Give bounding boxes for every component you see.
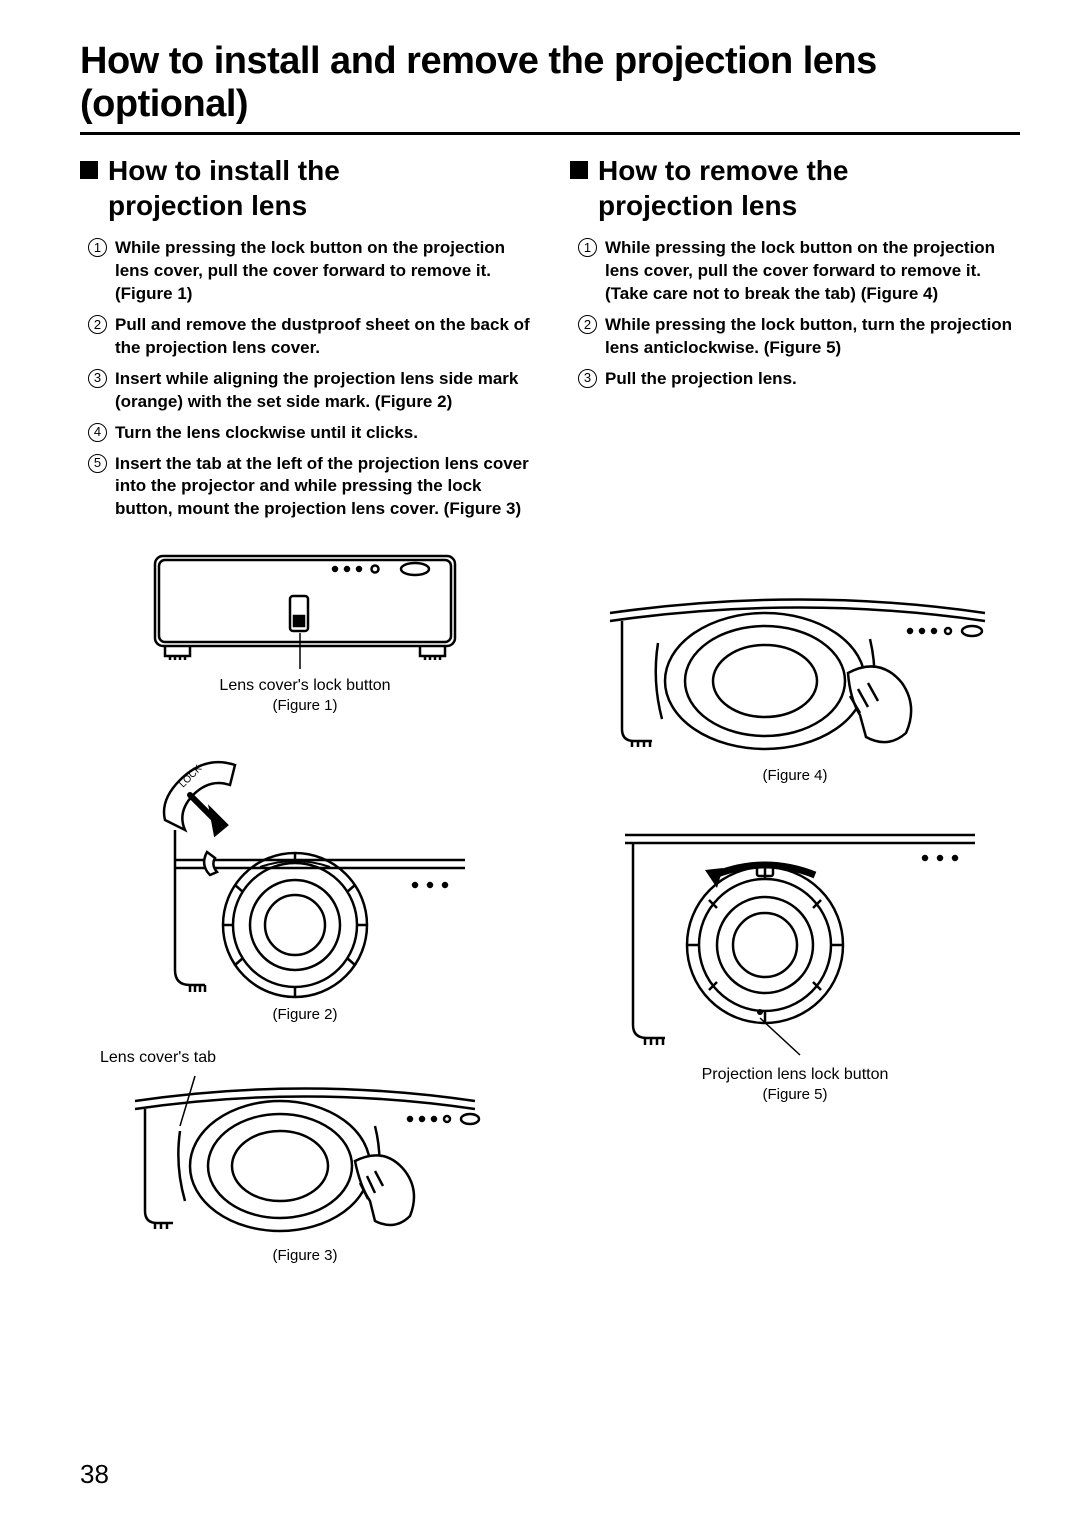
step-number-icon: 5 [88, 454, 107, 473]
install-figures: Lens cover's lock button (Figure 1) LOCK [80, 541, 530, 1264]
step-number-icon: 4 [88, 423, 107, 442]
step-number-icon: 1 [578, 238, 597, 257]
remove-heading-line2: projection lens [598, 190, 797, 221]
content-columns: How to install the projection lens 1Whil… [80, 153, 1020, 1290]
figure-4-caption: (Figure 4) [570, 767, 1020, 784]
remove-step: 1While pressing the lock button on the p… [578, 237, 1020, 306]
page-number: 38 [80, 1459, 109, 1490]
install-step: 3Insert while aligning the projection le… [88, 368, 530, 414]
install-column: How to install the projection lens 1Whil… [80, 153, 530, 1290]
install-step: 2Pull and remove the dustproof sheet on … [88, 314, 530, 360]
step-number-icon: 1 [88, 238, 107, 257]
remove-heading: How to remove the projection lens [570, 153, 1020, 223]
figure-1-label: Lens cover's lock button [80, 677, 530, 695]
install-step: 5Insert the tab at the left of the proje… [88, 453, 530, 522]
install-heading-line2: projection lens [108, 190, 307, 221]
remove-column: How to remove the projection lens 1While… [570, 153, 1020, 1290]
lens-lock-icon: LOCK [135, 740, 475, 1000]
remove-step: 2While pressing the lock button, turn th… [578, 314, 1020, 360]
figure-5-caption: (Figure 5) [570, 1086, 1020, 1103]
remove-step: 3Pull the projection lens. [578, 368, 1020, 391]
figure-4: (Figure 4) [570, 581, 1020, 784]
step-number-icon: 3 [88, 369, 107, 388]
figure-2: LOCK [80, 740, 530, 1023]
remove-cover-icon [600, 581, 990, 761]
lens-cover-tab-icon [125, 1071, 485, 1241]
lens-anticlockwise-icon [605, 810, 985, 1060]
step-number-icon: 3 [578, 369, 597, 388]
remove-steps: 1While pressing the lock button on the p… [578, 237, 1020, 391]
figure-3-label: Lens cover's tab [100, 1049, 530, 1067]
square-bullet-icon [570, 161, 588, 179]
figure-1: Lens cover's lock button (Figure 1) [80, 541, 530, 714]
install-steps: 1While pressing the lock button on the p… [88, 237, 530, 521]
step-number-icon: 2 [88, 315, 107, 334]
page-title: How to install and remove the projection… [80, 40, 1020, 135]
install-step: 4Turn the lens clockwise until it clicks… [88, 422, 530, 445]
figure-3-caption: (Figure 3) [80, 1247, 530, 1264]
figure-5-label: Projection lens lock button [570, 1066, 1020, 1084]
install-heading-line1: How to install the [108, 155, 340, 186]
install-heading: How to install the projection lens [80, 153, 530, 223]
step-number-icon: 2 [578, 315, 597, 334]
figure-2-caption: (Figure 2) [80, 1006, 530, 1023]
install-step: 1While pressing the lock button on the p… [88, 237, 530, 306]
figure-1-caption: (Figure 1) [80, 697, 530, 714]
remove-figures: (Figure 4) [570, 581, 1020, 1103]
figure-3: Lens cover's tab [80, 1049, 530, 1264]
projector-side-icon [135, 541, 475, 671]
remove-heading-line1: How to remove the [598, 155, 848, 186]
square-bullet-icon [80, 161, 98, 179]
figure-5: Projection lens lock button (Figure 5) [570, 810, 1020, 1103]
